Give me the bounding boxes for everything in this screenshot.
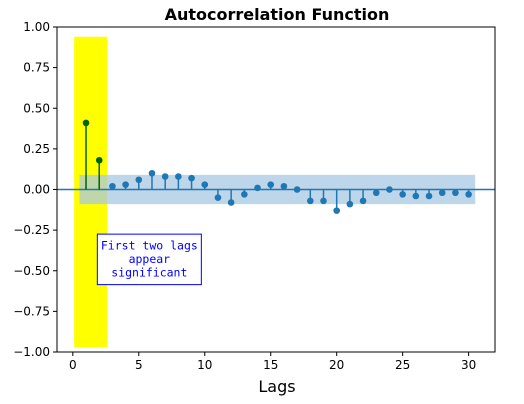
acf-point (135, 176, 143, 184)
acf-point (399, 191, 406, 198)
acf-point (122, 181, 129, 188)
y-tick-label: −0.25 (13, 223, 50, 237)
chart-title: Autocorrelation Function (165, 5, 390, 24)
acf-point (254, 184, 261, 192)
y-tick-label: −0.50 (13, 264, 50, 278)
acf-point (161, 173, 169, 180)
acf-point (82, 119, 90, 127)
acf-point (452, 189, 459, 197)
acf-point (201, 181, 209, 188)
annotation-text: First two lags (101, 239, 198, 253)
y-tick-label: 0.50 (23, 101, 50, 115)
acf-point (320, 197, 327, 205)
y-tick-label: 0.25 (23, 142, 50, 156)
x-axis-label: Lags (258, 377, 295, 396)
acf-point (214, 194, 222, 201)
x-tick-label: 20 (329, 358, 344, 372)
x-tick-label: 30 (461, 358, 476, 372)
acf-point (438, 189, 446, 197)
plot-area: −1.00 −0.75 −0.50 −0.25 0.00 0.25 0.50 0.75 1.00… (13, 20, 496, 372)
acf-point (227, 199, 235, 206)
x-tick-label: 5 (135, 358, 143, 372)
y-tick-label: 0.00 (23, 183, 50, 197)
acf-point (346, 200, 354, 208)
annotation-text: significant (111, 266, 187, 280)
annotation-box (96, 233, 202, 286)
x-tick-label: 15 (263, 358, 278, 372)
acf-point (386, 186, 393, 193)
y-tick-label: −0.75 (13, 304, 50, 318)
x-tick-label: 25 (395, 358, 410, 372)
acf-point (372, 189, 380, 197)
acf-point (175, 173, 182, 180)
acf-point (188, 174, 195, 182)
acf-point (241, 191, 248, 198)
x-tick-label: 10 (197, 358, 212, 372)
acf-point (109, 182, 116, 190)
y-tick-label: 1.00 (23, 20, 50, 34)
acf-point (293, 186, 301, 193)
acf-point (359, 197, 367, 205)
acf-point (280, 182, 288, 190)
acf-point (95, 156, 103, 164)
acf-point (333, 207, 340, 214)
acf-point (148, 169, 156, 177)
acf-point (425, 192, 433, 200)
x-tick-label: 0 (69, 358, 77, 372)
annotation-text: appear (129, 252, 171, 266)
y-tick-label: −1.00 (13, 345, 50, 359)
y-tick-label: 0.75 (23, 61, 50, 75)
acf-point (465, 191, 472, 198)
acf-point (267, 181, 275, 188)
acf-point (412, 192, 420, 200)
acf-point (307, 197, 314, 205)
